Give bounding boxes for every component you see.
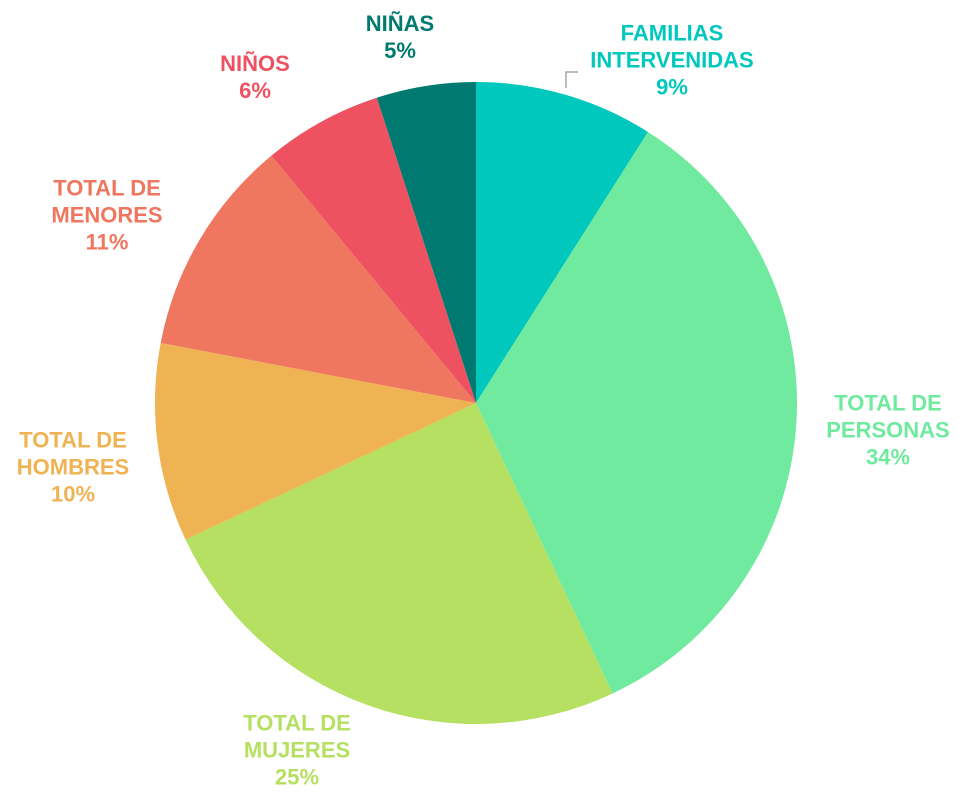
pie-slice xyxy=(185,403,613,724)
pie-slice xyxy=(476,82,649,403)
pie-slice xyxy=(476,131,797,694)
category-label: TOTAL DE HOMBRES xyxy=(16,427,130,480)
value-label: 9% xyxy=(656,74,688,100)
category-label: TOTAL DE MUJERES xyxy=(243,710,351,763)
value-label: 25% xyxy=(274,764,320,790)
category-label: TOTAL DE PERSONAS xyxy=(826,390,950,443)
pie-slice xyxy=(271,97,476,403)
pie-slice xyxy=(376,82,476,403)
value-label: 11% xyxy=(85,229,129,255)
category-label: NIÑOS xyxy=(220,51,290,76)
value-label: 6% xyxy=(239,78,271,103)
pie-slice xyxy=(160,155,476,403)
slice-label: NIÑOS 6% xyxy=(195,50,315,104)
category-label: FAMILIAS INTERVENIDAS xyxy=(590,20,754,73)
value-label: 5% xyxy=(384,38,416,63)
slice-label: TOTAL DE MUJERES 25% xyxy=(227,710,367,791)
slice-label: FAMILIAS INTERVENIDAS 9% xyxy=(572,20,772,101)
category-label: NIÑAS xyxy=(365,11,435,36)
value-label: 10% xyxy=(50,481,96,507)
slice-label: TOTAL DE MENORES 11% xyxy=(37,175,177,256)
slice-label: TOTAL DE HOMBRES 10% xyxy=(3,427,143,508)
slice-label: TOTAL DE PERSONAS 34% xyxy=(813,390,959,471)
category-label: TOTAL DE MENORES xyxy=(51,175,163,228)
pie-slice xyxy=(155,342,476,540)
value-label: 34% xyxy=(865,444,911,470)
slice-label: NIÑAS 5% xyxy=(340,10,460,64)
leader-line xyxy=(565,71,578,88)
